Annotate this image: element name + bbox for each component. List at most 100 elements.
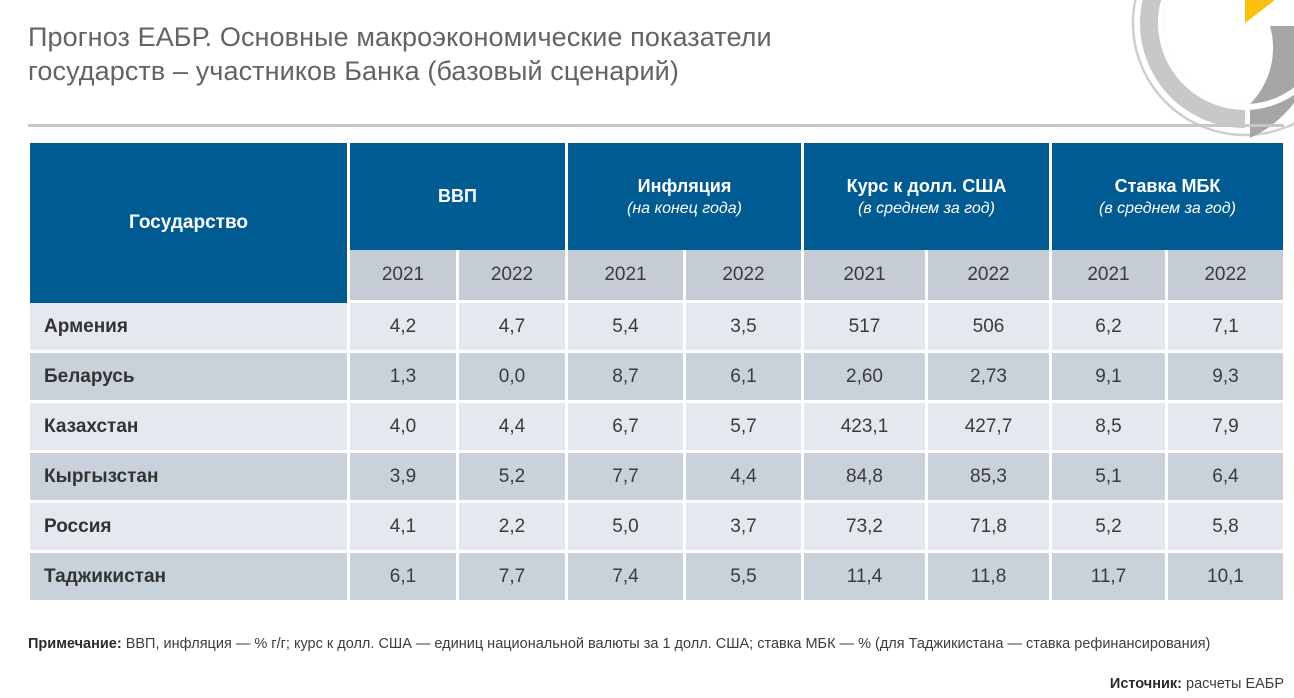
forecast-table-container: Государство ВВП Инфляция (на конец года)… [30,143,1283,603]
cell-kazakhstan-interbank-2022: 7,9 [1168,403,1283,453]
header-year-interbank-2022: 2022 [1168,250,1283,303]
cell-armenia-usdrate-2021: 517 [804,303,928,353]
logo-segment-gold [1245,0,1275,23]
table-source-text: расчеты ЕАБР [1181,676,1284,692]
cell-russia-interbank-2022: 5,8 [1168,503,1283,553]
cell-kazakhstan-inflation-2021: 6,7 [568,403,686,453]
cell-russia-usdrate-2022: 71,8 [928,503,1052,553]
cell-russia-usdrate-2021: 73,2 [804,503,928,553]
header-group-interbank-rate-sublabel: (в среднем за год) [1099,199,1236,217]
header-group-interbank-rate-label: Ставка МБК [1114,175,1221,196]
cell-tajikistan-interbank-2021: 11,7 [1052,553,1168,603]
cell-belarus-inflation-2021: 8,7 [568,353,686,403]
cell-kazakhstan-interbank-2021: 8,5 [1052,403,1168,453]
header-country: Государство [30,143,350,303]
cell-kyrgyzstan-inflation-2021: 7,7 [568,453,686,503]
header-year-gdp-2022: 2022 [459,250,568,303]
logo-arc-outer [1131,0,1294,137]
cell-armenia-inflation-2022: 3,5 [686,303,804,353]
cell-tajikistan-usdrate-2021: 11,4 [804,553,928,603]
cell-tajikistan-usdrate-2022: 11,8 [928,553,1052,603]
cell-belarus-inflation-2022: 6,1 [686,353,804,403]
cell-kyrgyzstan-interbank-2021: 5,1 [1052,453,1168,503]
cell-kyrgyzstan-usdrate-2022: 85,3 [928,453,1052,503]
header-group-inflation: Инфляция (на конец года) [568,143,804,250]
table-note-label: Примечание: [28,636,122,652]
cell-russia-gdp-2022: 2,2 [459,503,568,553]
logo-arc-gray-left [1140,0,1245,128]
cell-armenia-gdp-2022: 4,7 [459,303,568,353]
cell-kazakhstan-gdp-2021: 4,0 [350,403,459,453]
table-note: Примечание: ВВП, инфляция — % г/г; курс … [28,634,1284,654]
cell-kazakhstan-inflation-2022: 5,7 [686,403,804,453]
table-body: Армения 4,2 4,7 5,4 3,5 517 506 6,2 7,1 … [30,303,1283,603]
row-country-armenia: Армения [30,303,350,353]
cell-russia-inflation-2022: 3,7 [686,503,804,553]
row-country-kyrgyzstan: Кыргызстан [30,453,350,503]
cell-armenia-interbank-2021: 6,2 [1052,303,1168,353]
cell-tajikistan-inflation-2022: 5,5 [686,553,804,603]
cell-belarus-interbank-2022: 9,3 [1168,353,1283,403]
cell-kyrgyzstan-gdp-2022: 5,2 [459,453,568,503]
cell-russia-inflation-2021: 5,0 [568,503,686,553]
table-row: Россия 4,1 2,2 5,0 3,7 73,2 71,8 5,2 5,8 [30,503,1283,553]
table-row: Таджикистан 6,1 7,7 7,4 5,5 11,4 11,8 11… [30,553,1283,603]
cell-russia-gdp-2021: 4,1 [350,503,459,553]
header-group-usd-rate-sublabel: (в среднем за год) [858,199,995,217]
corner-logo-mark [1131,0,1294,138]
table-row: Кыргызстан 3,9 5,2 7,7 4,4 84,8 85,3 5,1… [30,453,1283,503]
cell-tajikistan-gdp-2022: 7,7 [459,553,568,603]
row-country-kazakhstan: Казахстан [30,403,350,453]
header-row-groups: Государство ВВП Инфляция (на конец года)… [30,143,1283,303]
cell-kyrgyzstan-gdp-2021: 3,9 [350,453,459,503]
header-group-usd-rate-label: Курс к долл. США [846,175,1007,196]
table-row: Казахстан 4,0 4,4 6,7 5,7 423,1 427,7 8,… [30,403,1283,453]
cell-belarus-gdp-2021: 1,3 [350,353,459,403]
cell-kazakhstan-gdp-2022: 4,4 [459,403,568,453]
header-group-inflation-label: Инфляция [637,175,732,196]
cell-armenia-gdp-2021: 4,2 [350,303,459,353]
cell-belarus-usdrate-2022: 2,73 [928,353,1052,403]
row-country-belarus: Беларусь [30,353,350,403]
table-note-text: ВВП, инфляция — % г/г; курс к долл. США … [121,636,1211,652]
header-year-inflation-2021: 2021 [568,250,686,303]
cell-armenia-usdrate-2022: 506 [928,303,1052,353]
cell-kazakhstan-usdrate-2021: 423,1 [804,403,928,453]
header-year-interbank-2021: 2021 [1052,250,1168,303]
forecast-table: Государство ВВП Инфляция (на конец года)… [30,143,1283,603]
header-row-years: 2021 2022 2021 2022 2021 2022 2021 2022 [30,250,1283,303]
table-header: Государство ВВП Инфляция (на конец года)… [30,143,1283,303]
header-year-usd-rate-2022: 2022 [928,250,1052,303]
cell-kazakhstan-usdrate-2022: 427,7 [928,403,1052,453]
table-source-label: Источник: [1109,676,1182,692]
title-divider [28,124,1284,127]
header-group-usd-rate: Курс к долл. США (в среднем за год) [804,143,1052,250]
table-row: Армения 4,2 4,7 5,4 3,5 517 506 6,2 7,1 [30,303,1283,353]
cell-belarus-gdp-2022: 0,0 [459,353,568,403]
table-row: Беларусь 1,3 0,0 8,7 6,1 2,60 2,73 9,1 9… [30,353,1283,403]
logo-segment-darkgray [1250,26,1294,138]
row-country-tajikistan: Таджикистан [30,553,350,603]
row-country-russia: Россия [30,503,350,553]
page-title-line-2: государств – участников Банка (базовый с… [28,56,679,86]
header-year-inflation-2022: 2022 [686,250,804,303]
page-title-line-1: Прогноз ЕАБР. Основные макроэкономически… [28,22,772,52]
page-title: Прогноз ЕАБР. Основные макроэкономически… [28,20,1118,88]
cell-russia-interbank-2021: 5,2 [1052,503,1168,553]
header-group-inflation-sublabel: (на конец года) [627,199,742,217]
cell-tajikistan-gdp-2021: 6,1 [350,553,459,603]
cell-kyrgyzstan-inflation-2022: 4,4 [686,453,804,503]
cell-kyrgyzstan-interbank-2022: 6,4 [1168,453,1283,503]
cell-belarus-interbank-2021: 9,1 [1052,353,1168,403]
table-source: Источник: расчеты ЕАБР [1110,674,1284,694]
header-group-interbank-rate: Ставка МБК (в среднем за год) [1052,143,1283,250]
cell-belarus-usdrate-2021: 2,60 [804,353,928,403]
cell-tajikistan-inflation-2021: 7,4 [568,553,686,603]
header-group-gdp-label: ВВП [438,186,477,206]
logo-inner-ring [1158,0,1294,110]
cell-kyrgyzstan-usdrate-2021: 84,8 [804,453,928,503]
cell-tajikistan-interbank-2022: 10,1 [1168,553,1283,603]
cell-armenia-inflation-2021: 5,4 [568,303,686,353]
cell-armenia-interbank-2022: 7,1 [1168,303,1283,353]
header-year-gdp-2021: 2021 [350,250,459,303]
